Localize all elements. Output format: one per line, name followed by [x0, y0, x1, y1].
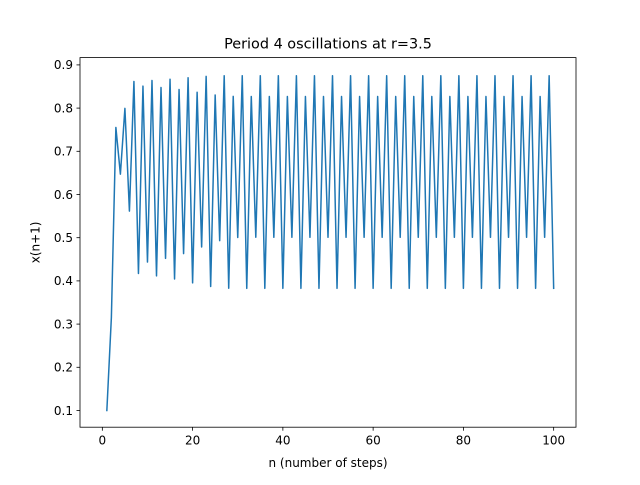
y-tick-label: 0.9	[54, 58, 73, 72]
y-tick-label: 0.3	[54, 317, 73, 331]
x-axis-label: n (number of steps)	[268, 456, 387, 470]
plot-area	[80, 57, 576, 428]
plot-frame	[79, 57, 577, 428]
y-axis-ticks: 0.1 0.2 0.3 0.4 0.5 0.6 0.7 0.8 0.9	[54, 58, 80, 418]
x-tick-label: 60	[365, 434, 380, 448]
x-tick-label: 0	[99, 434, 107, 448]
y-tick-label: 0.6	[54, 188, 73, 202]
y-tick-label: 0.8	[54, 101, 73, 115]
series-layer	[106, 74, 555, 412]
chart-title: Period 4 oscillations at r=3.5	[224, 37, 432, 53]
y-tick-label: 0.1	[54, 404, 73, 418]
series-line	[106, 74, 555, 412]
y-tick-label: 0.7	[54, 145, 73, 159]
y-tick-label: 0.5	[54, 231, 73, 245]
y-tick-label: 0.2	[54, 361, 73, 375]
y-axis-label: x(n+1)	[29, 222, 43, 264]
y-tick-label: 0.4	[54, 274, 73, 288]
x-tick-label: 80	[456, 434, 471, 448]
x-tick-label: 20	[185, 434, 200, 448]
x-tick-label: 40	[275, 434, 290, 448]
x-axis-ticks: 0 20 40 60 80 100	[99, 427, 565, 448]
x-tick-label: 100	[542, 434, 565, 448]
